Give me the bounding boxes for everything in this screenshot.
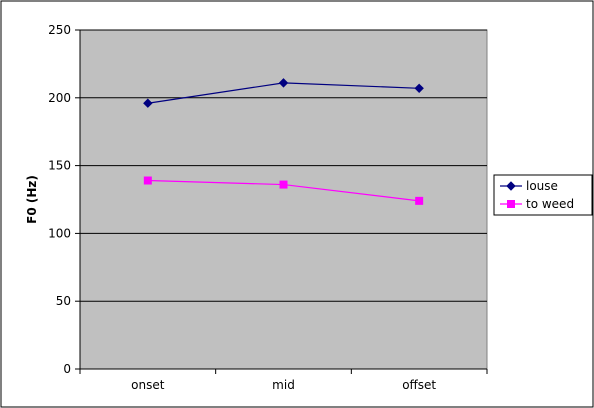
y-tick-label: 250 <box>48 23 71 37</box>
legend-box <box>493 174 593 216</box>
legend-marker <box>506 181 516 191</box>
data-point <box>414 83 424 94</box>
series-to-weed <box>143 176 424 205</box>
y-tick-label: 200 <box>48 91 71 105</box>
legend-item: louse <box>500 179 558 193</box>
data-point <box>143 98 153 108</box>
y-tick-label: 100 <box>48 226 71 240</box>
x-tick-label: mid <box>272 378 295 392</box>
data-point <box>143 176 152 185</box>
y-axis-title: F0 (Hz) <box>25 175 39 224</box>
data-point <box>278 78 289 88</box>
series-louse <box>143 78 424 108</box>
legend-item: to weed <box>500 197 574 211</box>
y-tick-label: 0 <box>63 362 71 376</box>
y-tick-label: 50 <box>56 294 71 308</box>
legend-marker <box>507 200 515 208</box>
x-tick-label: onset <box>131 378 165 392</box>
data-point <box>415 196 424 205</box>
y-axis-ticks: 0 50 100 150 200 250 <box>48 23 80 376</box>
data-point <box>279 180 288 189</box>
axes <box>79 30 487 370</box>
legend-label: to weed <box>526 197 574 211</box>
x-tick-label: offset <box>402 378 436 392</box>
legend: louse to weed <box>493 174 593 216</box>
x-axis-ticks: onset mid offset <box>79 369 488 392</box>
y-tick-label: 150 <box>48 159 71 173</box>
legend-label: louse <box>526 179 558 193</box>
series-layer <box>143 78 424 205</box>
gridlines <box>80 29 487 302</box>
